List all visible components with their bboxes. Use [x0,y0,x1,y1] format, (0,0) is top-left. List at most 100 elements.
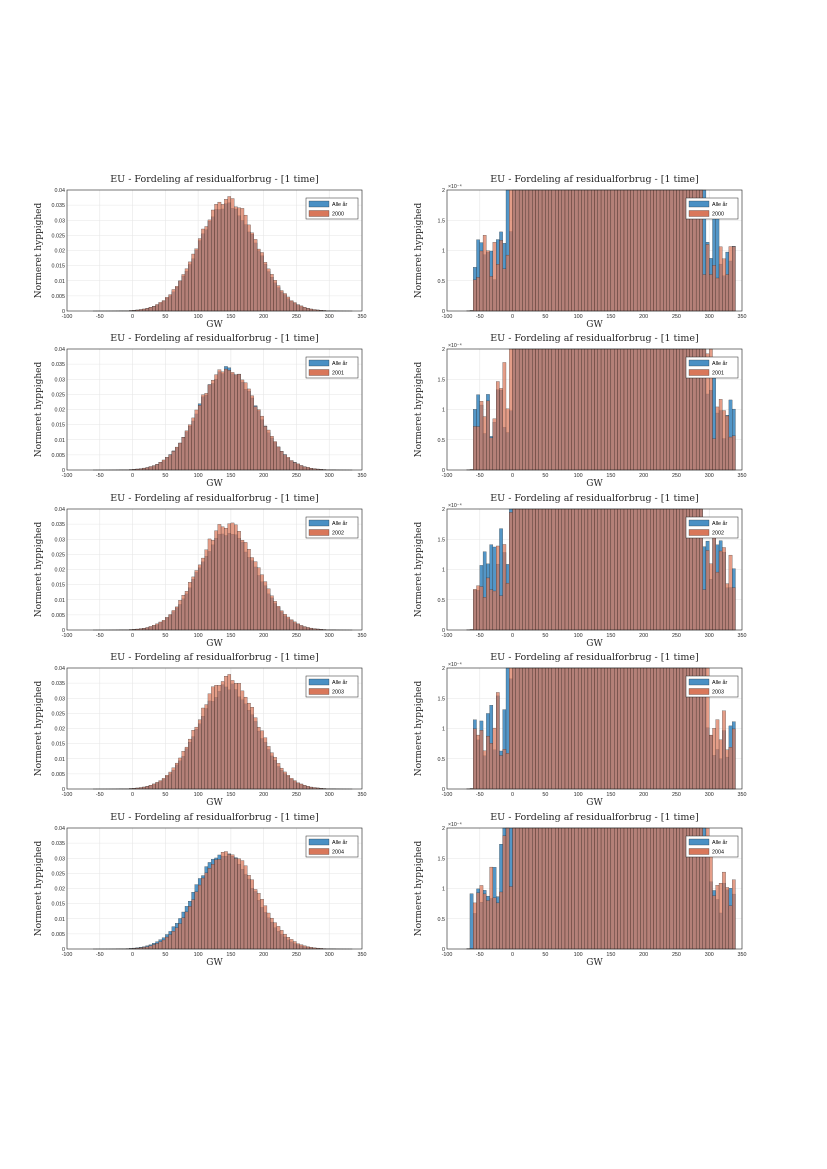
x-tick-label: 200 [639,633,648,639]
x-tick-label: 300 [325,952,334,958]
histogram-bar [594,508,598,631]
histogram-bar [505,753,510,790]
x-axis-label: GW [586,639,603,649]
histogram-bar [509,886,513,950]
histogram-bar [712,895,716,950]
histogram-bar [171,931,176,950]
histogram-bar [512,508,516,631]
histogram-bar [673,667,677,790]
x-tick-label: 100 [574,792,583,798]
chart-title: EU - Fordeling af residualforbrug - [1 t… [490,493,699,504]
y-axis-label: Normeret hyppighed [34,362,44,458]
histogram-bar [161,300,166,312]
histogram-bar [276,285,281,312]
histogram-bar [600,827,605,950]
histogram-bar [171,610,176,631]
histogram-bar [296,304,300,312]
histogram-bar [263,262,268,312]
histogram-bar [217,859,222,950]
histogram-bar [659,348,664,471]
x-tick-label: -100 [62,792,73,798]
histogram-bar [650,189,654,312]
histogram-bar [591,827,595,950]
legend: Alle år 2003 [685,675,739,698]
histogram-bar [653,667,657,790]
histogram-bar [142,786,146,790]
histogram-bar [591,667,595,790]
histogram-bar [237,858,241,950]
histogram-bar [676,508,680,631]
histogram-bar [656,667,661,790]
histogram-bar [152,465,156,471]
x-tick-label: 200 [259,473,268,479]
histogram-bar [715,719,720,790]
histogram-bar [207,384,212,471]
x-tick-label: 350 [738,952,747,958]
histogram-bar [175,286,179,312]
histogram-bar [581,667,585,790]
histogram-bar [515,189,520,312]
axes-box [66,189,363,312]
histogram-bar [712,438,716,471]
y-tick-label: 0 [442,628,445,634]
histogram-bar [532,667,536,790]
histogram-bar [646,348,651,471]
legend-entry: 2002 [712,531,724,537]
legend-swatch [308,688,330,695]
histogram-bar [646,827,651,950]
histogram-bar [604,348,608,471]
histogram-bar [161,778,166,790]
x-tick-label: 350 [738,473,747,479]
legend-swatch [688,210,710,217]
histogram-bar [207,868,212,950]
histogram-bar [679,827,684,950]
legend-entry: Alle år [332,679,347,686]
x-tick-label: 100 [194,792,203,798]
histogram-bar [502,268,507,312]
histogram-bar [240,208,245,312]
histogram-bar [214,859,218,950]
histogram-bar [306,786,310,790]
histogram-bar [237,373,241,471]
histogram-bar [673,348,677,471]
y-tick-label: 0.5 [438,438,446,444]
histogram-bar [715,277,720,312]
histogram-bar [486,250,490,312]
histogram-bar [577,508,582,631]
histogram-bar [548,348,553,471]
histogram-bar [496,692,500,790]
histogram-bar [722,710,726,790]
y-tick-label: 0.005 [52,453,66,459]
histogram-bar [673,827,677,950]
histogram-bar [175,927,179,950]
axes-box [66,348,363,471]
y-tick-label: 0.005 [52,772,66,778]
histogram-bar [234,524,238,631]
histogram-bar [158,462,163,471]
histogram-bar [515,348,520,471]
legend-swatch [688,848,710,855]
histogram-bar [473,426,477,471]
histogram-bar [302,466,307,471]
x-tick-label: 50 [162,314,168,320]
histogram-bar [286,775,291,790]
histogram-bar [607,827,612,950]
histogram-bar [214,204,218,312]
axes-box [446,189,743,312]
histogram-bar [532,827,536,950]
x-axis-label: GW [206,479,223,489]
histogram-bar [518,508,523,631]
histogram-bar [256,726,261,790]
histogram-bar [623,189,628,312]
histogram-bar [253,561,258,631]
histogram-bar [486,400,490,471]
histogram-bar [247,549,251,631]
histogram-bar [273,757,277,790]
histogram-bar [722,258,726,312]
chart-3-full: -100 -50 0 50 100 150 200 250 300 350 0 0.005 0.01 0.… [34,493,367,649]
histogram-bar [211,209,215,312]
histogram-bar [587,348,592,471]
histogram-bar [571,667,575,790]
histogram-bar [577,348,582,471]
histogram-bar [623,508,628,631]
